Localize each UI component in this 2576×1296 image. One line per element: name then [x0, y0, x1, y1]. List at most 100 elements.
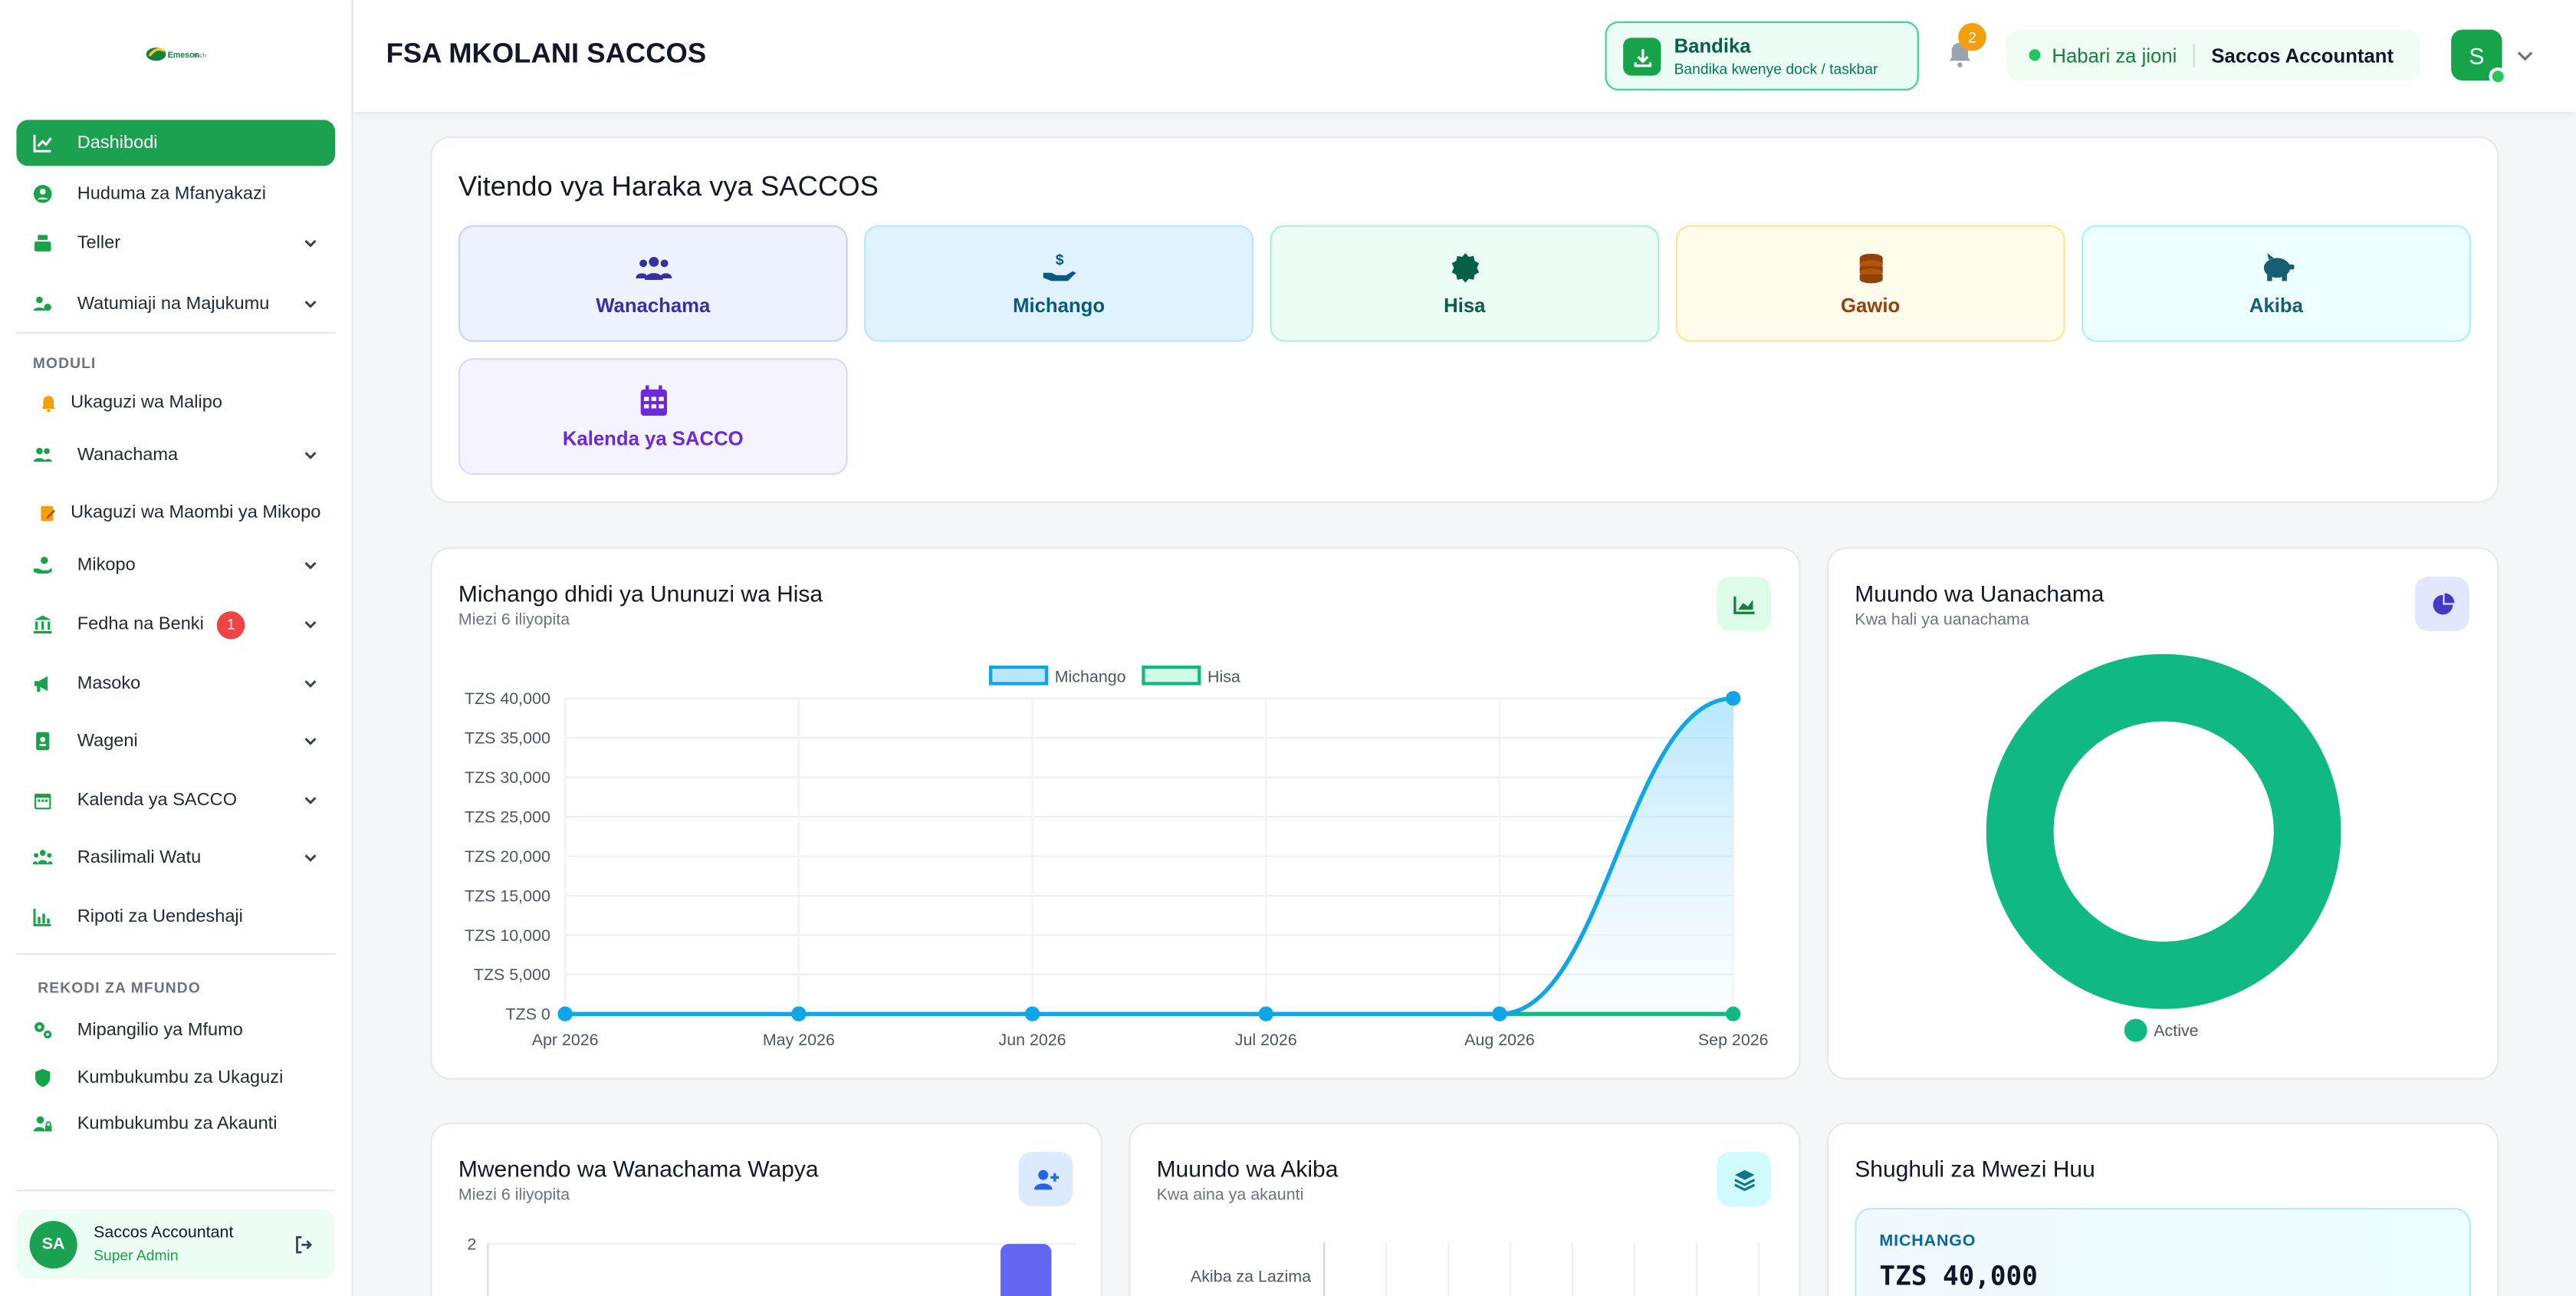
sidebar-item-label: Wanachama: [77, 445, 179, 465]
download-icon: [1623, 38, 1661, 76]
sidebar-item-rasilimali-watu[interactable]: Rasilimali Watu: [16, 835, 335, 881]
user-plus-icon[interactable]: [1018, 1152, 1073, 1206]
avatar: SA: [29, 1221, 77, 1269]
coins-icon: [1852, 250, 1888, 286]
sidebar-item-label: Fedha na Benki: [77, 614, 204, 635]
data-point-hisa: [1726, 1006, 1741, 1021]
sidebar-item-kalenda[interactable]: Kalenda ya SACCO: [16, 778, 335, 824]
legend-label: Michango: [1055, 667, 1126, 686]
y-tick-label: TZS 10,000: [465, 926, 550, 945]
sidebar-item-teller[interactable]: Teller: [16, 220, 335, 266]
series-area-michango: [565, 698, 1733, 1015]
user-card[interactable]: SA Saccos Accountant Super Admin: [16, 1209, 336, 1279]
data-point-michango: [557, 1006, 573, 1021]
sidebar-item-ripoti[interactable]: Ripoti za Uendeshaji: [16, 894, 335, 940]
chevron-down-icon[interactable]: [2515, 48, 2535, 64]
card-subtitle: Miezi 6 iliyopita: [458, 611, 570, 630]
quick-action-kalenda[interactable]: Kalenda ya SACCO: [458, 358, 848, 475]
quick-action-michango[interactable]: $ Michango: [864, 225, 1254, 342]
sidebar-item-dashibodi[interactable]: Dashibodi: [16, 120, 336, 166]
user-role: Super Admin: [94, 1247, 179, 1264]
notification-count-badge: 2: [1958, 23, 1986, 51]
sidebar-item-kumbukumbu-akaunti[interactable]: Kumbukumbu za Akaunti: [16, 1101, 335, 1147]
stat-box-michango: MICHANGO TZS 40,000: [1855, 1208, 2471, 1296]
y-tick-label: TZS 35,000: [465, 729, 550, 748]
greeting-pill: Habari za jioni Saccos Accountant: [2006, 29, 2420, 81]
savings-bar-chart: Akiba za Lazima: [1191, 1242, 1760, 1296]
people-group-icon: [32, 848, 53, 868]
hand-coin-icon: $: [1041, 250, 1077, 286]
sidebar-item-label: Masoko: [77, 673, 141, 694]
new-members-chart-card: Mwenendo wa Wanachama Wapya Miezi 6 iliy…: [430, 1122, 1102, 1296]
sidebar-item-label: Mipangilio ya Mfumo: [77, 1020, 243, 1041]
sidebar-item-mipangilio[interactable]: Mipangilio ya Mfumo: [16, 1008, 335, 1054]
sidebar-item-label: Kumbukumbu za Ukaguzi: [77, 1067, 284, 1088]
shield-icon: [33, 1068, 53, 1088]
chevron-down-icon: [304, 621, 317, 629]
area-chart-icon[interactable]: [1717, 577, 1771, 631]
quick-action-akiba[interactable]: Akiba: [2082, 225, 2471, 342]
hand-holding-dollar-icon: [33, 555, 53, 575]
contributions-chart-card: Michango dhidi ya Ununuzi wa Hisa Miezi …: [430, 547, 1801, 1080]
top-header: FSA MKOLANI SACCOS Bandika Bandika kweny…: [353, 0, 2576, 112]
quick-action-label: Michango: [1013, 294, 1106, 317]
quick-action-hisa[interactable]: Hisa: [1270, 225, 1660, 342]
y-tick-label: Akiba za Lazima: [1191, 1267, 1311, 1285]
quick-action-gawio[interactable]: Gawio: [1675, 225, 2065, 342]
install-subtitle: Bandika kwenye dock / taskbar: [1674, 61, 1878, 77]
chevron-down-icon: [304, 738, 317, 745]
new-members-bar-chart: 2: [468, 1235, 1076, 1296]
sidebar-item-ukaguzi-mikopo[interactable]: Ukaguzi wa Maombi ya Mikopo: [16, 490, 335, 536]
quick-action-wanachama[interactable]: Wanachama: [458, 225, 848, 342]
greeting-divider: [2193, 43, 2195, 67]
data-point-michango: [1492, 1006, 1507, 1021]
users-icon: [33, 446, 53, 465]
sidebar-item-label: Rasilimali Watu: [77, 847, 202, 868]
sidebar-item-mikopo[interactable]: Mikopo: [16, 542, 335, 588]
sidebar-item-label: Kumbukumbu za Akaunti: [77, 1113, 278, 1134]
card-subtitle: Kwa aina ya akaunti: [1156, 1186, 1304, 1205]
legend-label: Active: [2154, 1021, 2198, 1040]
y-tick-label: TZS 30,000: [465, 768, 550, 787]
install-app-button[interactable]: Bandika Bandika kwenye dock / taskbar: [1605, 21, 1919, 90]
app-logo[interactable]: Emeson tech: [145, 43, 211, 63]
card-title: Michango dhidi ya Ununuzi wa Hisa: [458, 580, 823, 607]
sidebar-item-masoko[interactable]: Masoko: [16, 660, 335, 706]
legend-swatch-hisa: [1142, 665, 1201, 686]
quick-action-label: Wanachama: [596, 294, 711, 317]
sidebar-item-label: Ripoti za Uendeshaji: [77, 906, 243, 927]
sidebar-item-huduma[interactable]: Huduma za Mfanyakazi: [16, 171, 335, 217]
cash-register-icon: [33, 233, 53, 253]
card-title: Mwenendo wa Wanachama Wapya: [458, 1155, 819, 1182]
install-title: Bandika: [1674, 35, 1751, 58]
calendar-icon: [33, 791, 53, 811]
legend-label: Hisa: [1208, 667, 1240, 686]
sidebar-item-wanachama[interactable]: Wanachama: [16, 433, 335, 479]
chevron-down-icon: [304, 680, 317, 688]
sidebar-item-label: Ukaguzi wa Maombi ya Mikopo: [71, 502, 321, 523]
pie-chart-icon[interactable]: [2415, 577, 2469, 631]
sidebar-item-fedha-benki[interactable]: Fedha na Benki 1: [16, 601, 335, 647]
online-indicator: [2489, 67, 2507, 86]
data-point-michango: [1726, 691, 1741, 706]
sidebar-item-label: Mikopo: [77, 555, 136, 575]
x-tick-label: Apr 2026: [532, 1031, 599, 1049]
sidebar-item-ukaguzi-malipo[interactable]: Ukaguzi wa Malipo: [16, 380, 335, 426]
data-point-michango: [1024, 1006, 1040, 1021]
greeting-text: Habari za jioni: [2052, 43, 2177, 67]
card-title: Shughuli za Mwezi Huu: [1855, 1155, 2095, 1182]
bar-chart-icon: [33, 907, 53, 927]
logout-icon[interactable]: [294, 1235, 313, 1254]
sidebar-divider: [16, 952, 336, 955]
savings-chart-card: Muundo wa Akiba Kwa aina ya akaunti Akib…: [1129, 1122, 1801, 1296]
svg-text:tech: tech: [194, 51, 206, 59]
sidebar-item-kumbukumbu-ukaguzi[interactable]: Kumbukumbu za Ukaguzi: [16, 1055, 335, 1101]
sidebar-item-wageni[interactable]: Wageni: [16, 718, 335, 764]
layers-icon[interactable]: [1717, 1152, 1771, 1206]
y-tick-label: TZS 5,000: [474, 965, 550, 984]
svg-text:$: $: [1055, 252, 1063, 268]
chevron-down-icon: [304, 301, 317, 308]
page-title: FSA MKOLANI SACCOS: [386, 38, 707, 69]
sidebar-item-watumiaji[interactable]: Watumiaji na Majukumu: [16, 281, 335, 327]
y-tick-label: 2: [468, 1235, 477, 1254]
